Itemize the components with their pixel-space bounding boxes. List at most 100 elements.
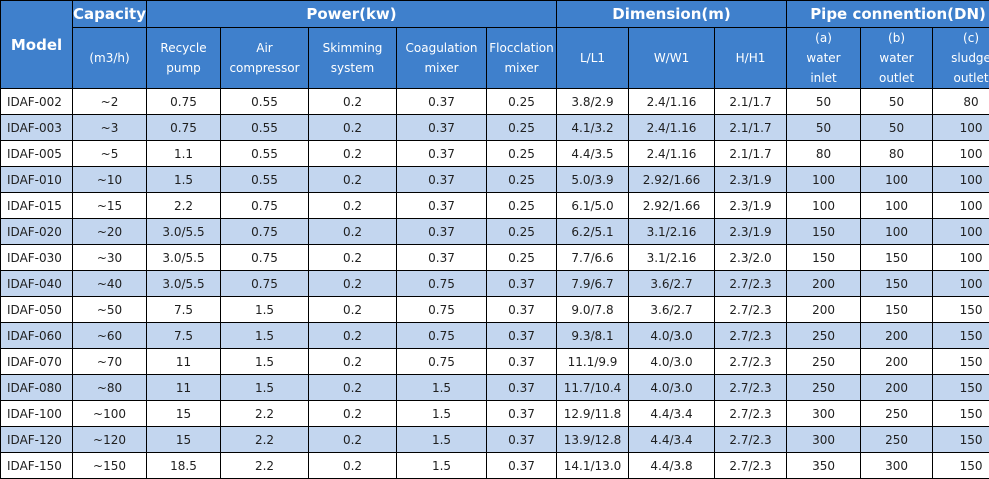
cell-skimming-system: 0.2 xyxy=(309,427,397,453)
cell-water-inlet: 100 xyxy=(787,193,861,219)
cell-flocclation-mixer: 0.25 xyxy=(487,167,557,193)
cell-width: 2.92/1.66 xyxy=(629,167,715,193)
cell-air-compressor: 1.5 xyxy=(221,323,309,349)
cell-air-compressor: 1.5 xyxy=(221,349,309,375)
header-water-inlet-line2: water xyxy=(806,51,840,65)
header-pipe-connection: Pipe connention(DN) xyxy=(787,1,989,28)
cell-model: IDAF-003 xyxy=(1,115,73,141)
cell-coagulation-mixer: 0.37 xyxy=(397,193,487,219)
cell-height: 2.3/1.9 xyxy=(715,193,787,219)
cell-water-outlet: 150 xyxy=(861,271,933,297)
cell-model: IDAF-020 xyxy=(1,219,73,245)
cell-width: 2.4/1.16 xyxy=(629,89,715,115)
cell-water-outlet: 250 xyxy=(861,401,933,427)
cell-skimming-system: 0.2 xyxy=(309,141,397,167)
cell-width: 2.4/1.16 xyxy=(629,141,715,167)
cell-coagulation-mixer: 0.37 xyxy=(397,245,487,271)
cell-sludge-outlet: 150 xyxy=(933,323,989,349)
header-flocclation-mixer-line1: Flocclation xyxy=(489,41,553,55)
cell-sludge-outlet: 100 xyxy=(933,245,989,271)
header-skimming-system-line1: Skimming xyxy=(323,41,383,55)
cell-length: 7.9/6.7 xyxy=(557,271,629,297)
cell-water-outlet: 100 xyxy=(861,193,933,219)
cell-model: IDAF-070 xyxy=(1,349,73,375)
cell-sludge-outlet: 100 xyxy=(933,141,989,167)
cell-length: 9.3/8.1 xyxy=(557,323,629,349)
cell-coagulation-mixer: 0.37 xyxy=(397,219,487,245)
cell-sludge-outlet: 150 xyxy=(933,427,989,453)
cell-air-compressor: 0.75 xyxy=(221,219,309,245)
cell-skimming-system: 0.2 xyxy=(309,89,397,115)
cell-width: 4.0/3.0 xyxy=(629,375,715,401)
cell-water-inlet: 250 xyxy=(787,349,861,375)
cell-skimming-system: 0.2 xyxy=(309,375,397,401)
cell-water-inlet: 50 xyxy=(787,115,861,141)
cell-capacity: ~15 xyxy=(73,193,147,219)
header-recycle-pump-line1: Recycle xyxy=(160,41,206,55)
cell-air-compressor: 2.2 xyxy=(221,427,309,453)
cell-model: IDAF-002 xyxy=(1,89,73,115)
cell-width: 4.4/3.8 xyxy=(629,453,715,479)
cell-sludge-outlet: 150 xyxy=(933,297,989,323)
cell-recycle-pump: 2.2 xyxy=(147,193,221,219)
cell-water-outlet: 150 xyxy=(861,245,933,271)
header-water-outlet-line2: water xyxy=(879,51,913,65)
cell-flocclation-mixer: 0.37 xyxy=(487,297,557,323)
header-skimming-system: Skimming system xyxy=(309,28,397,89)
cell-length: 14.1/13.0 xyxy=(557,453,629,479)
cell-height: 2.7/2.3 xyxy=(715,349,787,375)
header-sludge-outlet-line3: outlet xyxy=(954,71,989,85)
header-sludge-outlet-line2: sludge xyxy=(951,51,989,65)
cell-air-compressor: 0.55 xyxy=(221,115,309,141)
cell-length: 9.0/7.8 xyxy=(557,297,629,323)
cell-flocclation-mixer: 0.37 xyxy=(487,427,557,453)
cell-height: 2.7/2.3 xyxy=(715,271,787,297)
header-skimming-system-line2: system xyxy=(331,61,374,75)
cell-model: IDAF-010 xyxy=(1,167,73,193)
header-water-inlet-line1: (a) xyxy=(815,31,832,45)
cell-water-inlet: 200 xyxy=(787,271,861,297)
cell-skimming-system: 0.2 xyxy=(309,193,397,219)
cell-height: 2.7/2.3 xyxy=(715,401,787,427)
cell-length: 6.1/5.0 xyxy=(557,193,629,219)
cell-water-inlet: 150 xyxy=(787,219,861,245)
cell-coagulation-mixer: 0.37 xyxy=(397,89,487,115)
cell-water-inlet: 150 xyxy=(787,245,861,271)
cell-model: IDAF-150 xyxy=(1,453,73,479)
cell-height: 2.7/2.3 xyxy=(715,427,787,453)
cell-height: 2.1/1.7 xyxy=(715,89,787,115)
cell-capacity: ~40 xyxy=(73,271,147,297)
cell-model: IDAF-015 xyxy=(1,193,73,219)
cell-model: IDAF-040 xyxy=(1,271,73,297)
cell-recycle-pump: 3.0/5.5 xyxy=(147,271,221,297)
cell-height: 2.3/2.0 xyxy=(715,245,787,271)
cell-water-inlet: 100 xyxy=(787,167,861,193)
header-model: Model xyxy=(1,1,73,89)
header-capacity-unit: (m3/h) xyxy=(73,28,147,89)
cell-sludge-outlet: 150 xyxy=(933,453,989,479)
cell-coagulation-mixer: 0.75 xyxy=(397,271,487,297)
cell-coagulation-mixer: 0.37 xyxy=(397,141,487,167)
cell-water-inlet: 250 xyxy=(787,323,861,349)
cell-capacity: ~60 xyxy=(73,323,147,349)
cell-air-compressor: 0.75 xyxy=(221,271,309,297)
cell-model: IDAF-050 xyxy=(1,297,73,323)
cell-coagulation-mixer: 0.75 xyxy=(397,323,487,349)
cell-width: 3.1/2.16 xyxy=(629,219,715,245)
cell-water-outlet: 150 xyxy=(861,297,933,323)
cell-recycle-pump: 3.0/5.5 xyxy=(147,219,221,245)
cell-height: 2.7/2.3 xyxy=(715,297,787,323)
header-coagulation-mixer-line2: mixer xyxy=(424,61,458,75)
cell-flocclation-mixer: 0.25 xyxy=(487,245,557,271)
